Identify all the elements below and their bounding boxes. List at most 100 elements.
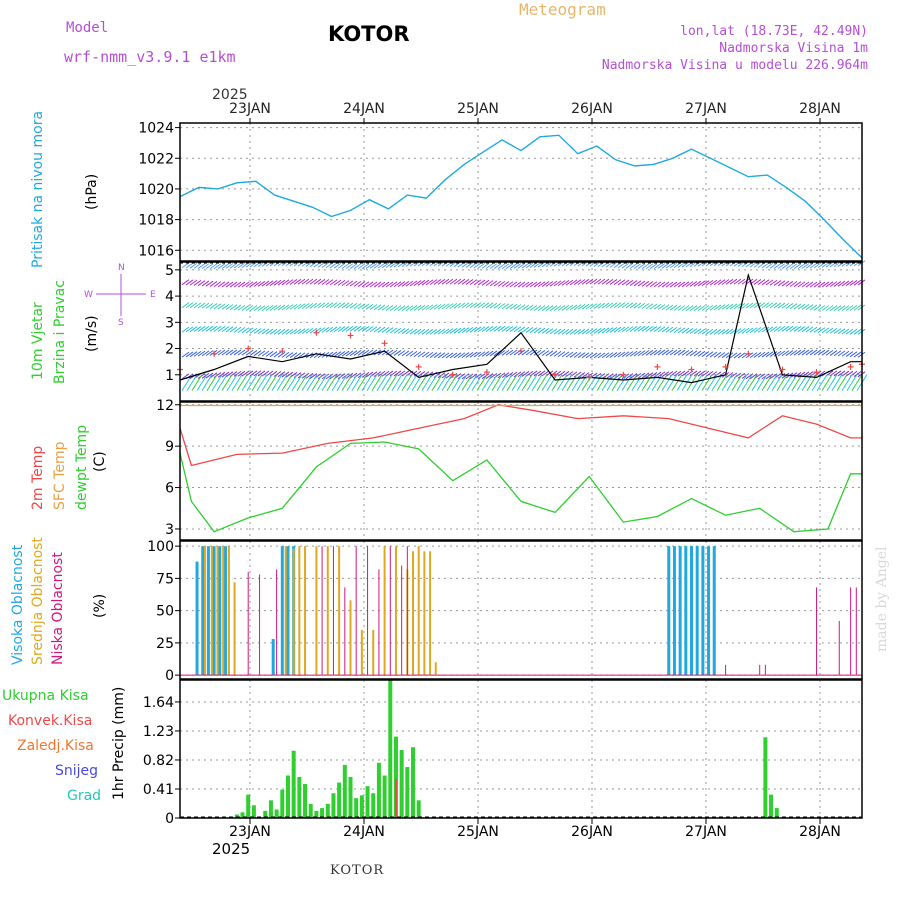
wind-barb (785, 263, 794, 270)
wind-barb (717, 352, 726, 358)
wind-barb (433, 328, 442, 335)
cloud-unit: (%) (92, 594, 108, 618)
wind-barb (425, 304, 434, 311)
wind-barb (605, 261, 614, 268)
wind-barb-low (716, 374, 728, 391)
wind-barb (473, 326, 482, 333)
wind-barb (337, 262, 346, 269)
wind-barb (585, 328, 594, 335)
wind-barb (393, 327, 402, 334)
wind-barb (669, 304, 678, 311)
wind-barb (649, 263, 658, 270)
gust-marker (449, 371, 456, 378)
wind-barb (525, 349, 534, 356)
gust-marker (847, 363, 854, 370)
wind-barb (481, 262, 490, 269)
wind-barb (213, 281, 222, 288)
wind-barb (825, 327, 834, 334)
wind-barb (717, 279, 726, 286)
wind-barb (193, 262, 202, 269)
wind-barb (633, 325, 642, 332)
wind-barb (609, 261, 618, 268)
wind-barb (721, 304, 730, 310)
wind-barb (845, 280, 854, 287)
watermark: made by Angel (874, 546, 890, 652)
wind-barb (181, 326, 190, 333)
wind-barb (221, 303, 230, 310)
wind-barb (801, 326, 810, 333)
wind-barb (821, 305, 830, 311)
wind-barb (493, 302, 502, 309)
y-tick-label: 1018 (138, 213, 174, 229)
wind-barb (245, 261, 254, 268)
wind-barb (841, 328, 850, 335)
top-date-label: 28JAN (799, 101, 841, 117)
precip-bar (399, 750, 404, 818)
wind-barb (569, 304, 578, 311)
wind-barb (205, 372, 214, 379)
wind-barb (541, 328, 550, 334)
wind-barb (489, 372, 498, 379)
wind-barb (393, 261, 402, 268)
wind-barb (593, 328, 602, 334)
wind-barb-low (291, 374, 303, 391)
wind-barb (833, 350, 842, 357)
bottom-date-label: 28JAN (799, 824, 841, 840)
wind-barb (705, 279, 714, 286)
wind-barb (677, 281, 686, 288)
wind-barb (545, 350, 554, 357)
wind-barb (357, 349, 366, 356)
wind-barb (441, 303, 450, 310)
wind-barb-low (701, 374, 713, 391)
wind-barb (305, 278, 314, 285)
wind-barb (261, 305, 270, 312)
precip-bar (354, 798, 359, 818)
wind-barb (557, 328, 566, 335)
wind-barb (501, 325, 510, 332)
wind-barb (233, 281, 242, 288)
wind-barb (305, 302, 314, 309)
y-tick-label: 12 (156, 398, 174, 414)
cloud-bar (315, 546, 318, 676)
model-name: wrf-nmm_v3.9.1 e1km (64, 48, 236, 66)
wind-barb-low (641, 374, 653, 391)
wind-barb (609, 279, 618, 285)
wind-barb (677, 349, 686, 356)
wind-barb-low (771, 374, 783, 391)
wind-barb (405, 350, 414, 357)
gust-marker (654, 363, 661, 370)
wind-barb (713, 304, 722, 311)
wind-barb-low (731, 374, 743, 391)
wind-barb (845, 328, 854, 335)
wind-barb (589, 328, 598, 335)
wind-barb (285, 279, 294, 286)
wind-barb (301, 278, 310, 285)
wind-barb (501, 372, 510, 379)
wind-barb (285, 304, 294, 311)
wind-barb (185, 279, 194, 286)
wind-barb (665, 304, 674, 311)
wind-barb (725, 328, 734, 335)
wind-barb (653, 349, 662, 356)
wind-barb (469, 302, 478, 309)
y-tick-label: 1024 (138, 121, 174, 137)
temp-ylabel-2m: 2m Temp (30, 446, 46, 510)
wind-barb (485, 280, 494, 287)
wind-barb-low (401, 374, 413, 391)
wind-barb-low (726, 374, 738, 391)
wind-barb (641, 350, 650, 356)
wind-barb (513, 281, 522, 288)
wind-barb (381, 304, 390, 311)
wind-barb (413, 280, 422, 286)
wind-barb-low (466, 374, 478, 391)
wind-barb (297, 303, 306, 310)
wind-barb (337, 302, 346, 309)
wind-barb (497, 325, 506, 332)
wind-barb (317, 261, 326, 268)
wind-barb (721, 279, 730, 285)
wind-barb (277, 371, 286, 378)
wind-barb (485, 373, 494, 379)
wind-barb (797, 263, 806, 270)
y-tick-label: 0.82 (143, 753, 174, 769)
convective-bar (394, 779, 397, 818)
